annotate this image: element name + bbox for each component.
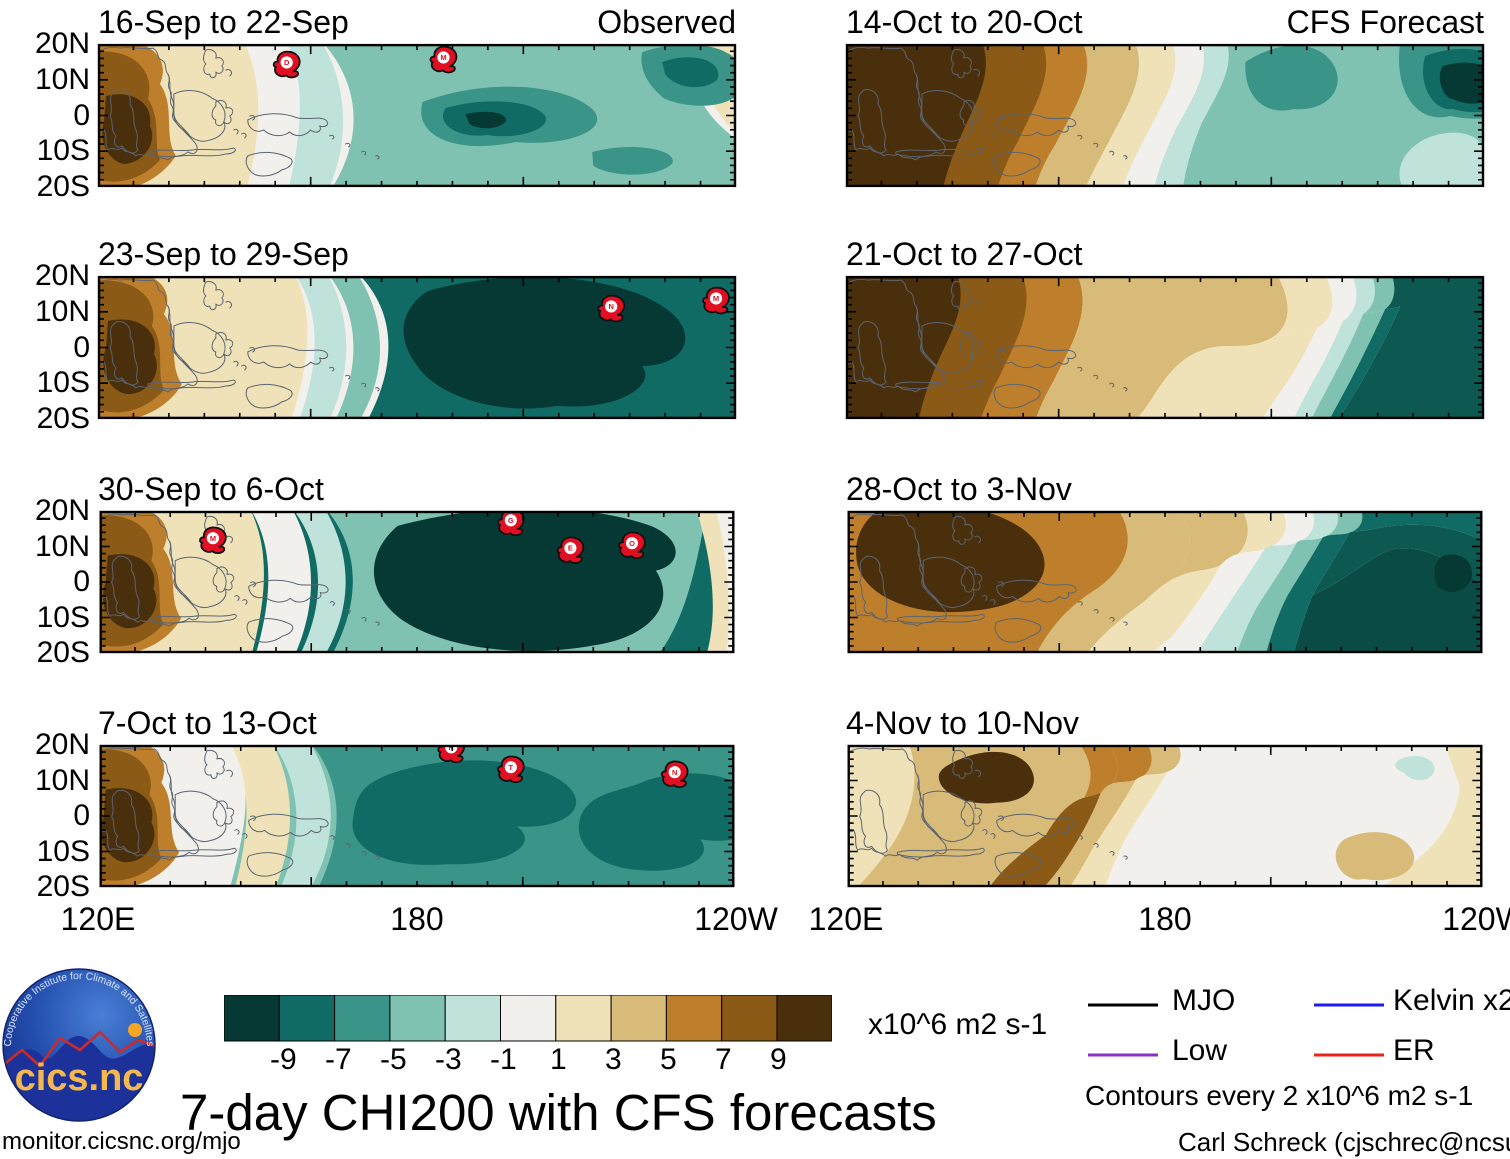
svg-text:T: T (509, 763, 514, 772)
svg-text:cics.nc: cics.nc (15, 1057, 144, 1099)
svg-text:M: M (210, 534, 216, 543)
svg-text:D: D (284, 58, 290, 67)
svg-text:M: M (713, 294, 719, 303)
svg-text:G: G (508, 516, 514, 525)
svg-text:N: N (608, 302, 613, 311)
svg-text:M: M (440, 53, 446, 62)
svg-text:N: N (672, 768, 677, 777)
svg-text:O: O (629, 539, 635, 548)
svg-text:E: E (568, 544, 573, 553)
